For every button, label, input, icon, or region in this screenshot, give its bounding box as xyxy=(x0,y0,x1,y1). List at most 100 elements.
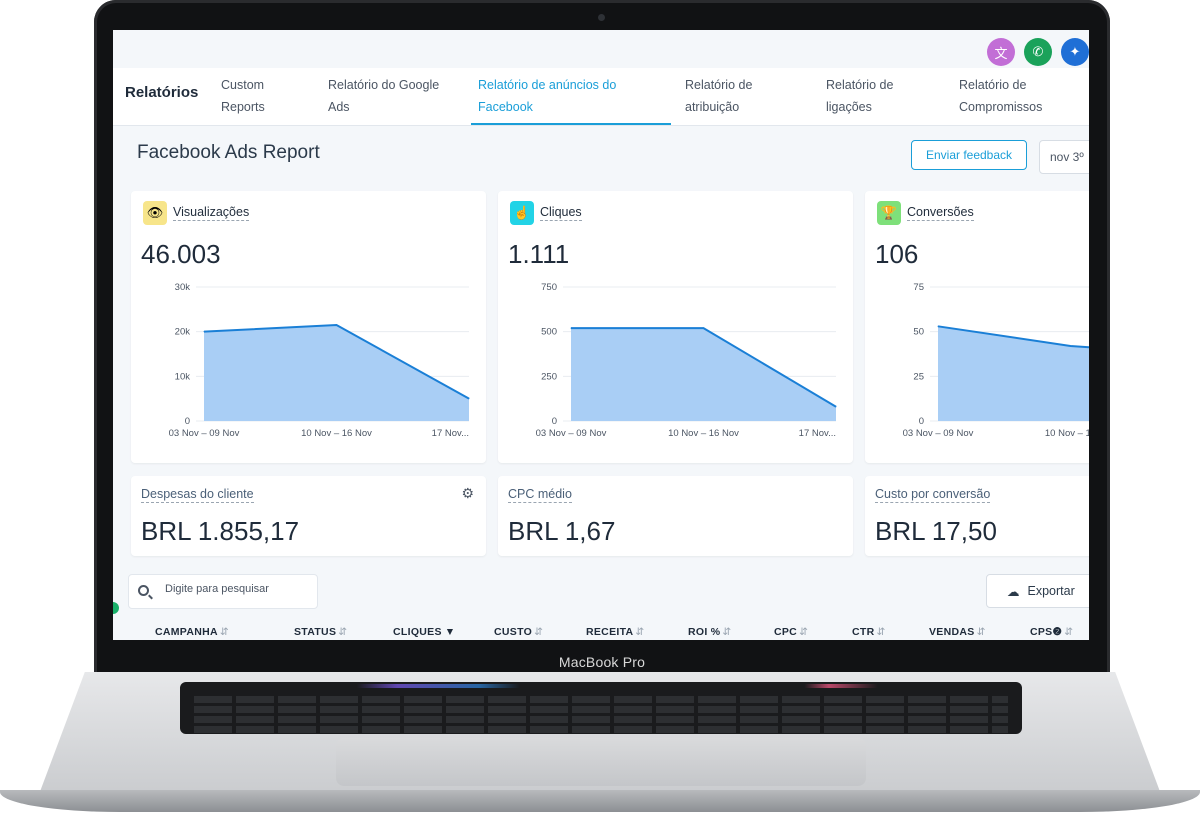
summary-card-cost-per-conversion: Custo por conversão BRL 17,50 xyxy=(865,476,1089,556)
x-tick-label: 10 Nov – 16 Nov xyxy=(301,428,372,439)
export-label: Exportar xyxy=(1027,584,1075,598)
sparkle-icon[interactable]: ✦ xyxy=(1061,38,1089,66)
area-chart: 75 50 25 003 Nov – 09 Nov 10 Nov – 16 xyxy=(903,282,1089,439)
y-tick-label: 75 xyxy=(913,282,924,293)
status-dot xyxy=(113,602,119,614)
summary-card-spend: Despesas do cliente ⚙ BRL 1.855,17 xyxy=(131,476,486,556)
table-header: CAMPANHA ⇵ STATUS ⇵ CLIQUES ▼ CUSTO ⇵ RECEIT… xyxy=(113,626,1089,640)
summary-label: Custo por conversão xyxy=(875,487,991,503)
y-tick-label: 25 xyxy=(913,371,924,382)
metric-value: 106 xyxy=(875,239,919,269)
y-tick-label: 50 xyxy=(913,327,924,338)
data-point xyxy=(1070,345,1071,347)
area-chart: 750 500 250 003 Nov – 09 Nov 10 Nov – 16 Nov… xyxy=(536,282,837,439)
y-tick-label: 0 xyxy=(919,416,924,427)
search-input[interactable] xyxy=(165,583,313,595)
data-point xyxy=(835,406,837,408)
page-title: Facebook Ads Report xyxy=(137,142,320,163)
y-tick-label: 0 xyxy=(185,416,190,427)
column-header[interactable]: CAMPANHA ⇵ xyxy=(155,626,229,638)
clicks-chart: 750 500 250 0 03 Nov – 09 Nov 10 Nov – 16 Nov… xyxy=(498,279,853,439)
tab-custom-reports[interactable]: Custom Reports xyxy=(221,78,265,114)
touchbar xyxy=(194,684,1008,688)
column-header[interactable]: VENDAS ⇵ xyxy=(929,626,986,638)
area-fill xyxy=(571,328,836,421)
top-actions: 文 ✆ ✦ xyxy=(987,38,1089,66)
y-tick-label: 750 xyxy=(541,282,557,293)
column-header[interactable]: RECEITA ⇵ xyxy=(586,626,645,638)
tab-facebook-ads[interactable]: Relatório de anúncios do Facebook xyxy=(478,78,617,114)
x-tick-label: 10 Nov – 16 Nov xyxy=(668,428,739,439)
cloud-download-icon: ☁ xyxy=(1007,584,1020,599)
column-header[interactable]: CPC ⇵ xyxy=(774,626,809,638)
area-fill xyxy=(938,326,1089,421)
trophy-icon: 🏆 xyxy=(877,201,901,225)
summary-value: BRL 1,67 xyxy=(508,516,616,546)
gear-icon[interactable]: ⚙ xyxy=(461,485,474,501)
base-edge xyxy=(0,790,1200,812)
camera xyxy=(598,14,605,21)
metric-label: Visualizações xyxy=(173,205,250,221)
tab-appointments[interactable]: Relatório de Compromissos xyxy=(959,78,1043,114)
column-header[interactable]: ROI % ⇵ xyxy=(688,626,732,638)
summary-value: BRL 17,50 xyxy=(875,516,997,546)
report-tabbar: Relatórios Custom Reports Relatório do G… xyxy=(113,68,1089,126)
translate-icon[interactable]: 文 xyxy=(987,38,1015,66)
views-chart: 30k 20k 10k 0 03 Nov – 09 Nov 10 Nov – 16 Nov… xyxy=(131,279,486,439)
tab-calls[interactable]: Relatório de ligações xyxy=(826,78,894,114)
y-tick-label: 250 xyxy=(541,371,557,382)
metric-card-clicks: ☝ Cliques 1.111 750 500 250 0 03 Nov – 09 No… xyxy=(498,191,853,463)
column-header[interactable]: CUSTO ⇵ xyxy=(494,626,544,638)
x-tick-label: 17 Nov... xyxy=(799,428,836,439)
x-tick-label: 03 Nov – 09 Nov xyxy=(169,428,240,439)
x-tick-label: 17 Nov... xyxy=(432,428,469,439)
cursor-click-icon: ☝ xyxy=(510,201,534,225)
laptop-lid: 文 ✆ ✦ Relatórios Custom Reports Relatóri… xyxy=(94,0,1110,678)
y-tick-label: 30k xyxy=(175,282,191,293)
y-tick-label: 10k xyxy=(175,371,191,382)
keyboard xyxy=(180,682,1022,734)
data-point xyxy=(937,325,939,327)
y-tick-label: 500 xyxy=(541,327,557,338)
area-chart: 30k 20k 10k 003 Nov – 09 Nov 10 Nov – 16 Nov… xyxy=(169,282,470,439)
conversions-chart: 75 50 25 003 Nov – 09 Nov 10 Nov – 16 xyxy=(865,279,1089,439)
column-header[interactable]: CPS❷ ⇵ xyxy=(1030,626,1074,638)
tab-google-ads[interactable]: Relatório do Google Ads xyxy=(328,78,440,114)
column-header[interactable]: STATUS ⇵ xyxy=(294,626,348,638)
metric-value: 46.003 xyxy=(141,239,221,269)
feedback-button[interactable]: Enviar feedback xyxy=(911,140,1027,170)
x-tick-label: 10 Nov – 16 xyxy=(1045,428,1089,439)
eye-icon: 👁 xyxy=(143,201,167,225)
data-point xyxy=(703,327,704,329)
summary-label: CPC médio xyxy=(508,487,572,503)
trackpad xyxy=(336,738,866,786)
export-button[interactable]: ☁ Exportar xyxy=(986,574,1089,608)
app-screen: 文 ✆ ✦ Relatórios Custom Reports Relatóri… xyxy=(113,30,1089,640)
metric-label: Cliques xyxy=(540,205,582,221)
phone-icon[interactable]: ✆ xyxy=(1024,38,1052,66)
metric-card-views: 👁 Visualizações 46.003 30k 20k 10k 0 03 Nov … xyxy=(131,191,486,463)
area-fill xyxy=(204,324,469,421)
laptop-base xyxy=(0,672,1200,815)
tab-attribution[interactable]: Relatório de atribuição xyxy=(685,78,753,114)
data-point xyxy=(203,331,205,333)
x-tick-label: 03 Nov – 09 Nov xyxy=(903,428,974,439)
search-icon xyxy=(138,585,149,596)
column-header[interactable]: CLIQUES ▼ xyxy=(393,626,456,638)
summary-value: BRL 1.855,17 xyxy=(141,516,300,546)
search-box xyxy=(128,574,318,609)
y-tick-label: 20k xyxy=(175,327,191,338)
active-tab-indicator xyxy=(471,123,671,125)
data-point xyxy=(468,398,470,400)
metric-value: 1.111 xyxy=(508,239,570,269)
data-point xyxy=(336,324,337,326)
summary-label: Despesas do cliente xyxy=(141,487,254,503)
y-tick-label: 0 xyxy=(552,416,557,427)
metric-card-conversions: 🏆 Conversões 106 75 50 25 0 03 Nov – 09 Nov 1… xyxy=(865,191,1089,463)
summary-card-cpc: CPC médio BRL 1,67 xyxy=(498,476,853,556)
column-header[interactable]: CTR ⇵ xyxy=(852,626,886,638)
x-tick-label: 03 Nov – 09 Nov xyxy=(536,428,607,439)
date-range-picker[interactable]: nov 3º xyxy=(1039,140,1089,174)
metric-label: Conversões xyxy=(907,205,974,221)
